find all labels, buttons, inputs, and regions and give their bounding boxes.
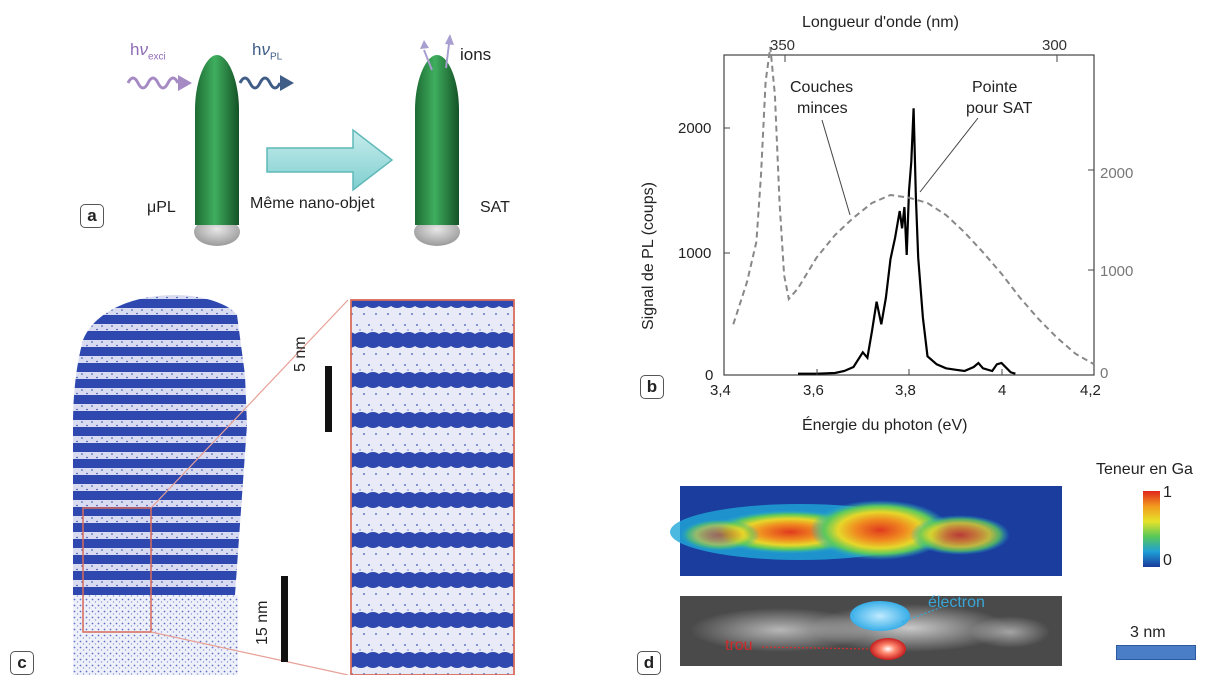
right-tick-2000: 2000 bbox=[1100, 165, 1133, 182]
scale-bar-5nm bbox=[325, 366, 332, 432]
pl-subscript: PL bbox=[269, 51, 283, 63]
panel-c-label: c bbox=[10, 651, 34, 675]
scale-3nm-label: 3 nm bbox=[1130, 624, 1166, 641]
mu-pl-label: μPL bbox=[147, 199, 176, 216]
nu-symbol: ν bbox=[261, 40, 270, 59]
electron-label: électron bbox=[928, 594, 985, 611]
left-tick-1000: 1000 bbox=[678, 245, 711, 262]
annot-pointe-line2: pour SAT bbox=[966, 100, 1033, 117]
series-line-1 bbox=[732, 46, 1095, 366]
h-nu-exci-label: hνexci bbox=[130, 40, 166, 62]
h-symbol: h bbox=[252, 40, 262, 59]
colorbar-title: Teneur en Ga bbox=[1096, 461, 1193, 478]
colorbar bbox=[1143, 491, 1160, 567]
bottom-axis-title: Énergie du photon (eV) bbox=[802, 415, 967, 434]
annot-couches-leader bbox=[821, 119, 851, 216]
panel-b-label: b bbox=[640, 375, 664, 399]
scale-bar-15nm bbox=[281, 576, 288, 662]
atom-probe-reconstruction bbox=[73, 295, 515, 675]
panel-a-illustration bbox=[126, 34, 460, 246]
colorbar-min: 0 bbox=[1163, 552, 1172, 569]
pl-wave-icon bbox=[238, 76, 282, 90]
bottom-tick-3-6: 3,6 bbox=[803, 382, 824, 399]
left-axis-title: Signal de PL (coups) bbox=[640, 182, 657, 330]
bottom-tick-3-4: 3,4 bbox=[710, 382, 731, 399]
colorbar-max: 1 bbox=[1163, 484, 1172, 501]
panel-a-label: a bbox=[80, 204, 104, 228]
right-tick-0: 0 bbox=[1100, 365, 1108, 382]
right-tick-1000: 1000 bbox=[1100, 263, 1133, 280]
zoomed-view bbox=[351, 300, 514, 675]
top-tick-label-350: 350 bbox=[770, 37, 795, 54]
bottom-tick-4-2: 4,2 bbox=[1080, 382, 1101, 399]
excitation-wave-icon bbox=[126, 76, 180, 90]
pl-spectrum-chart: 350 300 Longueur d'onde (nm) 0 1000 2000… bbox=[640, 14, 1133, 434]
left-tip bbox=[195, 55, 239, 225]
meme-nano-objet-label: Même nano-objet bbox=[250, 195, 375, 212]
annot-couches-line2: minces bbox=[797, 100, 848, 117]
tip-base-region bbox=[73, 595, 238, 675]
scale-15nm-label: 15 nm bbox=[254, 600, 271, 645]
annot-couches-line1: Couches bbox=[790, 79, 853, 96]
top-axis-title: Longueur d'onde (nm) bbox=[802, 14, 959, 31]
panel-d-label: d bbox=[637, 651, 661, 675]
zoom-region-box bbox=[82, 507, 152, 633]
electron-blob bbox=[850, 601, 910, 631]
ga-content-maps bbox=[670, 486, 1062, 666]
left-tick-2000: 2000 bbox=[678, 120, 711, 137]
scale-5nm-label: 5 nm bbox=[292, 336, 309, 372]
top-tick-label-300: 300 bbox=[1042, 37, 1067, 54]
sat-label: SAT bbox=[480, 199, 510, 216]
ion-arrow-left bbox=[423, 49, 433, 71]
annot-pointe-leader bbox=[919, 117, 979, 193]
nu-symbol: ν bbox=[139, 40, 148, 59]
tip-reconstruction bbox=[73, 295, 247, 675]
right-tip bbox=[415, 55, 459, 225]
series-layer bbox=[732, 46, 1095, 375]
h-nu-pl-label: hνPL bbox=[252, 40, 282, 62]
ion-arrow-right bbox=[445, 43, 450, 69]
bottom-tick-3-8: 3,8 bbox=[895, 382, 916, 399]
hole-blob bbox=[870, 638, 906, 660]
exci-subscript: exci bbox=[147, 51, 166, 63]
annot-pointe-line1: Pointe bbox=[972, 79, 1017, 96]
bottom-tick-4: 4 bbox=[998, 382, 1006, 399]
scale-bar-3nm bbox=[1116, 645, 1196, 660]
ions-label: ions bbox=[460, 45, 492, 64]
series-line-0 bbox=[798, 108, 1016, 375]
h-symbol: h bbox=[130, 40, 140, 59]
transfer-arrow bbox=[266, 128, 394, 192]
left-tick-0: 0 bbox=[705, 367, 713, 384]
trou-label: trou bbox=[725, 637, 753, 654]
